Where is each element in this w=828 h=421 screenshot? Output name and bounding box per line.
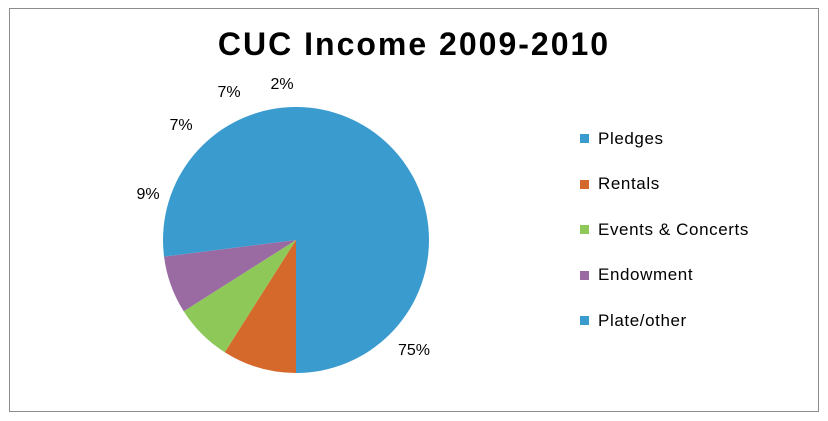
legend-item-pledges: Pledges — [580, 116, 749, 162]
legend-swatch — [580, 270, 589, 280]
legend-label: Plate/other — [598, 310, 687, 330]
legend-item-rentals: Rentals — [580, 162, 749, 208]
slice-label-pledges: 75% — [398, 342, 430, 359]
pie-slice-endowment — [164, 240, 296, 312]
pie-slice-rentals — [224, 240, 296, 373]
legend-label: Rentals — [598, 174, 660, 194]
legend-swatch — [580, 316, 589, 326]
pie-slices — [163, 107, 429, 373]
legend-item-events-concerts: Events & Concerts — [580, 207, 749, 253]
legend-swatch — [580, 179, 589, 189]
legend-swatch — [580, 225, 589, 235]
legend-label: Pledges — [598, 128, 664, 148]
pie-slice-events-concerts — [183, 240, 296, 353]
legend-swatch — [580, 134, 589, 144]
chart-legend: Pledges Rentals Events & Concerts Endowment… — [580, 116, 749, 344]
pie-slice-plate-other — [163, 240, 296, 257]
legend-item-endowment: Endowment — [580, 253, 749, 299]
slice-label-plate-other: 2% — [270, 76, 293, 93]
chart-title: CUC Income 2009-2010 — [217, 26, 611, 62]
slice-labels: 75% 9% 7% 7% 2% — [136, 76, 430, 359]
slice-label-rentals: 9% — [136, 186, 159, 203]
slice-label-endowment: 7% — [217, 84, 240, 101]
slice-label-events-concerts: 7% — [169, 117, 192, 134]
legend-label: Events & Concerts — [598, 219, 749, 239]
legend-item-plate-other: Plate/other — [580, 298, 749, 344]
legend-label: Endowment — [598, 265, 694, 285]
